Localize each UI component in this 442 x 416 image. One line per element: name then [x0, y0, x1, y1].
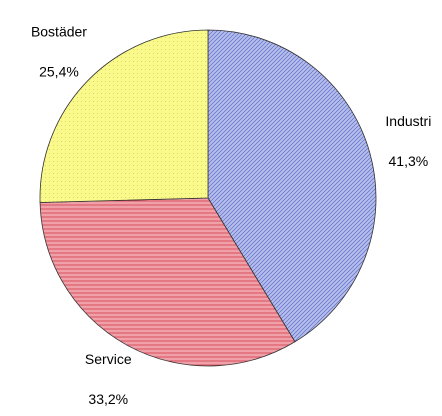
- slice-label: Service: [85, 351, 132, 367]
- slice-value-label: 25,4%: [39, 64, 79, 80]
- slice-value-label: 41,3%: [389, 153, 429, 169]
- pie-slice: [39, 29, 209, 203]
- slice-label: Bostäder: [31, 24, 87, 40]
- slice-label: Industri: [385, 113, 431, 129]
- slice-value-label: 33,2%: [88, 391, 128, 407]
- pie-slice: [39, 197, 296, 367]
- pie-slice: [207, 29, 377, 343]
